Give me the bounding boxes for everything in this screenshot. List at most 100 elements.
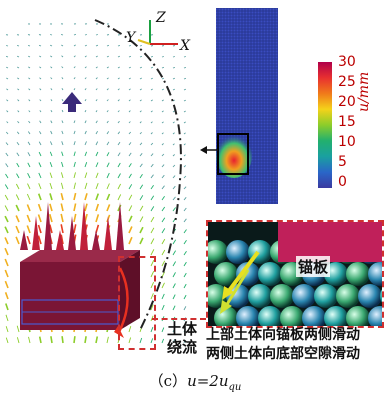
vector-arrow — [61, 55, 64, 58]
vector-arrow — [161, 293, 165, 300]
vector-arrow — [95, 224, 100, 234]
vector-arrow — [172, 207, 176, 212]
description-line2: 两侧土体向底部空隙滑动 — [206, 346, 360, 362]
vector-arrow — [4, 247, 9, 256]
vector-arrow — [172, 283, 176, 289]
vector-arrow — [172, 56, 176, 58]
vector-arrow — [161, 143, 164, 146]
vector-arrow — [60, 33, 64, 36]
vector-arrow — [84, 141, 87, 146]
vector-arrow — [73, 33, 77, 36]
vector-arrow — [106, 120, 109, 124]
colorbar — [318, 62, 332, 188]
vector-arrow — [172, 305, 176, 311]
velocity-spike — [92, 230, 100, 250]
vector-arrow — [183, 328, 187, 333]
vector-arrow — [172, 164, 176, 168]
vector-arrow — [183, 207, 187, 212]
vector-arrow — [73, 336, 76, 344]
vector-arrow — [139, 226, 144, 234]
vector-arrow — [16, 337, 20, 344]
vector-arrow — [128, 215, 133, 223]
particle-sphere — [358, 284, 382, 308]
vector-arrow — [27, 44, 31, 47]
particle-sphere — [302, 306, 326, 326]
vector-arrow — [128, 88, 131, 91]
vector-arrow — [28, 66, 31, 69]
vector-arrow — [17, 110, 20, 113]
vector-arrow — [84, 66, 87, 69]
vector-arrow — [172, 185, 176, 190]
vector-arrow — [84, 34, 88, 36]
particle-sphere — [258, 306, 282, 326]
velocity-spike — [116, 202, 124, 250]
vector-arrow — [37, 193, 42, 201]
vector-arrow — [128, 173, 132, 179]
vector-arrow — [39, 55, 42, 58]
vector-arrow — [161, 132, 164, 135]
particle-sphere — [336, 284, 360, 308]
particle-sphere — [368, 306, 382, 326]
vector-arrow — [73, 203, 77, 212]
vector-arrow — [49, 182, 53, 190]
velocity-spike — [32, 216, 40, 250]
vector-arrow — [128, 226, 133, 234]
vector-arrow — [183, 250, 187, 256]
vector-arrow — [117, 77, 120, 80]
tick-5: 5 — [338, 154, 347, 170]
caption-label: （c） — [148, 372, 188, 390]
vector-arrow — [117, 66, 120, 69]
caption-equation: u=2u — [187, 372, 229, 390]
vector-arrow — [84, 99, 87, 102]
caption-subscript: qu — [228, 382, 242, 393]
soil-flow-line2: 绕流 — [166, 338, 197, 356]
vector-arrow — [28, 77, 31, 80]
vector-arrow — [161, 110, 164, 113]
vector-arrow — [95, 77, 98, 80]
vector-arrow — [172, 261, 176, 267]
particle-sphere — [346, 262, 370, 286]
particle-sphere — [292, 284, 316, 308]
vector-arrow — [5, 337, 9, 344]
vector-arrow — [161, 99, 164, 102]
vector-arrow — [95, 172, 99, 179]
vector-arrow — [106, 172, 110, 179]
vector-arrow — [26, 225, 31, 234]
vector-arrow — [15, 215, 20, 223]
vector-arrow — [139, 131, 142, 135]
vector-arrow — [38, 141, 42, 146]
vector-arrow — [95, 151, 99, 157]
vector-arrow — [106, 88, 109, 91]
vector-arrow — [60, 172, 64, 179]
vector-arrow — [128, 337, 132, 344]
vector-arrow — [139, 55, 143, 58]
vector-arrow — [139, 195, 144, 201]
vector-arrow — [172, 143, 175, 146]
vector-arrow — [73, 88, 76, 91]
vector-arrow — [139, 77, 143, 80]
particle-sphere — [214, 306, 238, 326]
vector-arrow — [161, 260, 166, 267]
vector-arrow — [84, 130, 87, 135]
axis-triad-icon — [137, 20, 178, 45]
vector-arrow — [15, 225, 20, 234]
vector-arrow — [183, 294, 187, 300]
vector-arrow — [49, 172, 53, 179]
particle-sphere — [270, 284, 294, 308]
vector-arrow — [128, 77, 131, 80]
vector-arrow — [150, 271, 155, 278]
vector-arrow — [150, 55, 154, 58]
vector-arrow — [150, 88, 153, 91]
pointer-arrow — [200, 140, 220, 154]
vector-arrow — [50, 66, 53, 69]
vector-arrow — [139, 142, 143, 146]
vector-arrow — [172, 132, 175, 135]
vector-arrow — [172, 239, 177, 245]
vector-arrow — [84, 162, 88, 168]
vector-arrow — [150, 132, 153, 135]
vector-arrow — [95, 214, 100, 223]
vector-arrow — [61, 130, 64, 135]
vector-arrow — [95, 130, 98, 135]
vector-arrow — [183, 143, 186, 146]
vector-arrow — [139, 216, 144, 223]
